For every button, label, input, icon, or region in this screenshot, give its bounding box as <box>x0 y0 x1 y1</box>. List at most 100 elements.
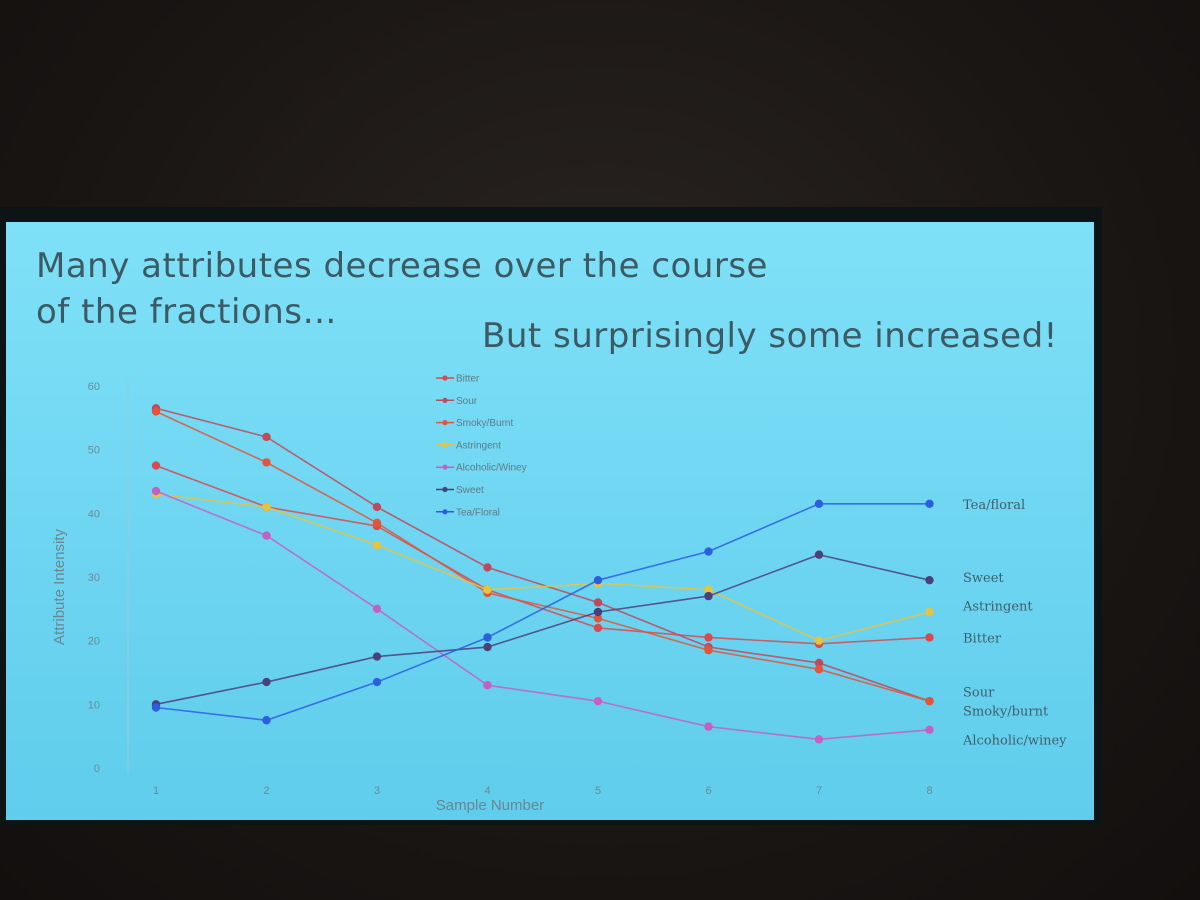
line-chart: 0 10 20 30 40 50 60 1 2 3 4 5 6 7 8 Sample Number Attrib… <box>51 374 1067 815</box>
series-line <box>155 407 930 702</box>
data-point <box>483 563 492 572</box>
slide-title-line-1: Many attributes decrease over the course <box>36 246 768 286</box>
series-line <box>155 410 930 702</box>
data-point <box>814 550 824 559</box>
series-line <box>155 490 930 741</box>
data-point <box>593 575 603 585</box>
data-point <box>593 607 603 617</box>
legend-label: Sour <box>456 396 478 407</box>
y-tick-label: 10 <box>88 699 100 711</box>
x-tick-label: 6 <box>705 785 711 797</box>
data-point <box>814 636 824 645</box>
data-point <box>814 665 824 674</box>
x-tick-label: 1 <box>153 785 159 797</box>
data-point <box>593 696 603 706</box>
data-point <box>262 458 271 467</box>
legend-label: Sweet <box>456 485 484 496</box>
y-tick-label: 20 <box>88 636 100 648</box>
legend-label: Tea/Floral <box>456 507 500 518</box>
data-point <box>151 407 161 416</box>
data-point <box>262 432 271 442</box>
series-tea-floral <box>151 499 934 725</box>
end-label: Alcoholic/winey <box>962 733 1067 748</box>
data-point <box>704 646 713 655</box>
data-point <box>925 696 934 706</box>
legend-swatch-dot <box>442 509 448 515</box>
data-point <box>262 531 271 540</box>
series-astringent <box>151 490 934 645</box>
data-point <box>925 499 934 508</box>
x-axis-title: Sample Number <box>436 797 544 814</box>
data-point <box>372 502 382 512</box>
series-line <box>155 502 930 722</box>
legend-item: Astringent <box>436 440 501 451</box>
data-point <box>262 716 271 725</box>
data-point <box>704 722 713 731</box>
legend-label: Astringent <box>456 440 501 451</box>
legend-label: Bitter <box>456 374 480 385</box>
data-point <box>925 633 934 642</box>
end-label: Astringent <box>962 600 1033 615</box>
end-label: Tea/floral <box>963 498 1025 513</box>
data-point <box>704 547 713 556</box>
series-line <box>155 464 930 645</box>
chart-series <box>151 404 934 744</box>
legend-swatch-dot <box>442 375 448 381</box>
series-line <box>155 553 930 706</box>
y-tick-label: 0 <box>94 763 100 775</box>
x-tick-label: 8 <box>926 785 932 797</box>
data-point <box>262 502 271 512</box>
x-tick-label: 2 <box>263 785 269 797</box>
end-label: Sweet <box>963 571 1004 586</box>
legend-item: Sour <box>436 396 478 407</box>
end-label: Smoky/burnt <box>963 705 1049 720</box>
legend-swatch-dot <box>442 464 448 470</box>
data-point <box>593 614 603 623</box>
x-tick-label: 4 <box>484 785 490 797</box>
legend-swatch-dot <box>442 420 448 426</box>
legend-item: Bitter <box>436 374 480 385</box>
data-point <box>372 518 382 528</box>
data-point <box>483 633 492 642</box>
series-line <box>155 493 930 642</box>
data-point <box>704 585 713 594</box>
legend-swatch-dot <box>442 486 448 493</box>
chart-axes: 0 10 20 30 40 50 60 1 2 3 4 5 6 7 8 Sample Number Attrib… <box>51 378 933 814</box>
data-point <box>262 677 271 687</box>
data-point <box>151 486 161 496</box>
data-point <box>372 540 382 550</box>
data-point <box>483 585 492 594</box>
data-point <box>814 658 824 668</box>
x-tick-label: 5 <box>595 785 601 797</box>
data-point <box>925 725 934 734</box>
end-label: Sour <box>963 686 995 701</box>
data-point <box>593 623 603 633</box>
y-tick-label: 50 <box>88 445 100 457</box>
data-point <box>372 677 382 687</box>
slide-subtitle: But surprisingly some increased! <box>482 316 1058 356</box>
data-point <box>704 591 713 601</box>
y-tick-label: 30 <box>88 572 100 584</box>
end-label: Bitter <box>963 631 1002 646</box>
data-point <box>704 633 713 642</box>
slide: Many attributes decrease over the course… <box>6 222 1094 820</box>
data-point <box>814 735 824 744</box>
data-point <box>925 607 934 617</box>
legend-label: Alcoholic/Winey <box>456 463 527 474</box>
data-point <box>483 642 492 652</box>
legend-item: Smoky/Burnt <box>436 418 513 429</box>
data-point <box>814 499 824 508</box>
data-point <box>483 681 492 690</box>
data-point <box>372 652 382 661</box>
y-tick-label: 60 <box>88 381 100 393</box>
y-axis-title: Attribute Intensity <box>51 529 68 645</box>
data-point <box>925 575 934 585</box>
legend-swatch-dot <box>442 442 448 448</box>
series-alcoholic-winey <box>151 486 934 744</box>
chart-legend: Bitter Sour Smoky/Burnt Astringent Alcoholic… <box>436 374 527 518</box>
chart-end-labels: Tea/floral Sweet Astringent Bitter Sour Smoky… <box>962 498 1067 749</box>
data-point <box>372 604 382 614</box>
legend-label: Smoky/Burnt <box>456 418 513 429</box>
legend-item: Tea/Floral <box>436 507 500 518</box>
data-point <box>151 461 161 470</box>
